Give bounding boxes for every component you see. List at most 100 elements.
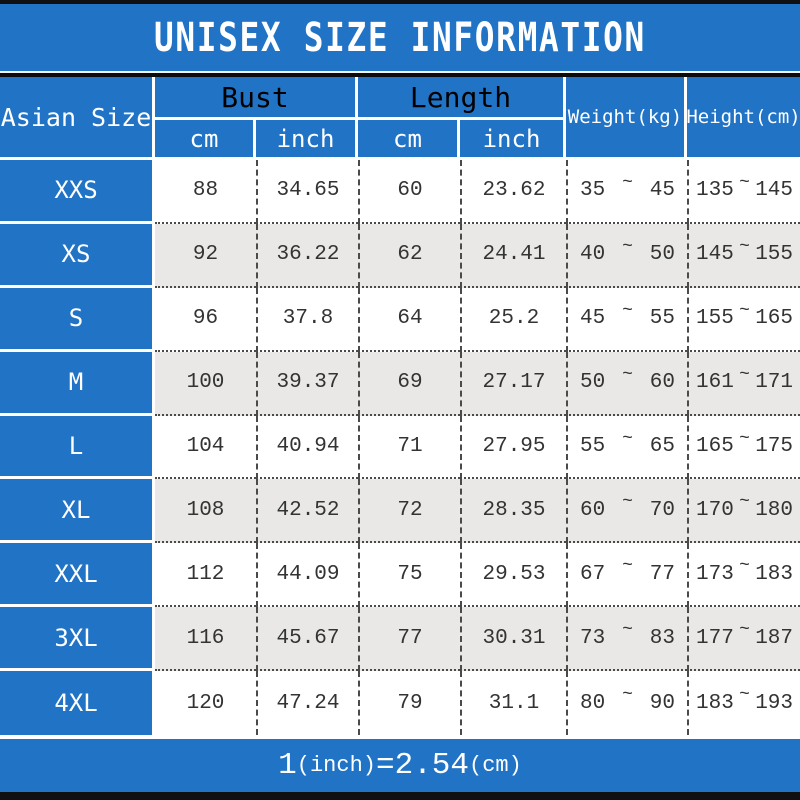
length-cm-cell: 64: [358, 287, 460, 352]
weight-range-cell: 60 ~70: [566, 479, 687, 544]
weight-range-cell: 50 ~60: [566, 351, 687, 416]
height-range-cell: 161 ~171: [687, 351, 800, 416]
length-inch-cell: 31.1: [460, 671, 566, 736]
height-min: 161: [696, 371, 734, 395]
size-label: 4XL: [0, 671, 155, 736]
size-label: M: [0, 351, 155, 416]
tilde-glyph: ~: [739, 236, 750, 257]
tilde-glyph: ~: [739, 620, 750, 641]
tilde-glyph: ~: [622, 300, 633, 321]
height-max: 193: [755, 691, 793, 715]
title-bar: UNISEX SIZE INFORMATION: [0, 4, 800, 71]
table-row-m: M 100 39.37 69 27.17 50 ~60 161 ~171: [0, 351, 800, 416]
header-height: Height(cm): [686, 77, 800, 157]
length-inch-cell: 24.41: [460, 223, 566, 288]
table-body: XXS 88 34.65 60 23.62 35 ~45 135 ~145 XS 9…: [0, 160, 800, 736]
weight-min: 55: [580, 435, 606, 458]
top-black-bar: [0, 0, 800, 4]
weight-max: 83: [649, 626, 675, 650]
size-label: XS: [0, 223, 155, 288]
length-inch-cell: 30.31: [460, 607, 566, 672]
tilde-glyph: ~: [622, 492, 633, 513]
tilde-glyph: ~: [622, 172, 633, 193]
bust-cm-cell: 116: [155, 607, 256, 672]
tilde-glyph: ~: [739, 685, 750, 706]
footer-divider: [0, 735, 800, 739]
bust-inch-cell: 34.65: [256, 160, 358, 224]
conversion-value-cm: 2.54: [394, 748, 470, 783]
header-bust-inch: inch: [276, 124, 335, 153]
length-inch-cell: 29.53: [460, 543, 566, 608]
tilde-glyph: ~: [739, 556, 750, 577]
size-label: 3XL: [0, 607, 155, 672]
length-cm-cell: 77: [358, 607, 460, 672]
height-min: 145: [696, 243, 734, 267]
length-inch-cell: 25.2: [460, 287, 566, 352]
bust-cm-cell: 112: [155, 543, 256, 608]
tilde-glyph: ~: [739, 172, 750, 193]
height-range-cell: 183 ~193: [687, 671, 800, 736]
size-label: XXS: [0, 160, 155, 224]
weight-min: 60: [580, 498, 606, 522]
weight-min: 80: [580, 691, 606, 715]
weight-min: 50: [580, 371, 606, 395]
weight-range-cell: 73 ~83: [566, 607, 687, 672]
title-divider-light: [0, 71, 800, 73]
weight-max: 90: [649, 691, 675, 715]
size-label: XL: [0, 479, 155, 544]
bust-cm-cell: 92: [155, 224, 256, 288]
bust-inch-cell: 44.09: [256, 543, 358, 608]
weight-range-cell: 80 ~90: [566, 671, 687, 736]
size-label: L: [0, 415, 155, 480]
header-group-length: Length cm inch: [358, 77, 566, 157]
weight-min: 45: [580, 307, 606, 331]
weight-max: 50: [649, 243, 675, 267]
header-length-label: Length: [358, 77, 563, 120]
height-max: 180: [755, 498, 793, 522]
tilde-glyph: ~: [739, 300, 750, 321]
header-bust-units: cm inch: [155, 120, 355, 157]
bust-cm-cell: 108: [155, 479, 256, 544]
header-length-units: cm inch: [358, 120, 563, 157]
height-range-cell: 165 ~175: [687, 415, 800, 480]
size-label: S: [0, 287, 155, 352]
height-range-cell: 170 ~180: [687, 479, 800, 544]
height-range-cell: 173 ~183: [687, 543, 800, 608]
length-cm-cell: 71: [358, 415, 460, 480]
conversion-unit-inch: (inch): [296, 753, 376, 778]
size-label: XXL: [0, 543, 155, 608]
height-min: 165: [696, 435, 734, 458]
conversion-value-inch: 1: [278, 748, 297, 783]
height-min: 183: [696, 691, 734, 715]
height-range-cell: 177 ~187: [687, 607, 800, 672]
length-inch-cell: 28.35: [460, 479, 566, 544]
bust-inch-cell: 40.94: [256, 415, 358, 480]
weight-range-cell: 45 ~55: [566, 287, 687, 352]
bust-cm-cell: 88: [155, 160, 256, 224]
height-min: 177: [696, 626, 734, 650]
height-max: 187: [755, 626, 793, 650]
bust-inch-cell: 45.67: [256, 607, 358, 672]
height-max: 183: [755, 562, 793, 586]
table-row-s: S 96 37.8 64 25.2 45 ~55 155 ~165: [0, 287, 800, 352]
bust-inch-cell: 39.37: [256, 351, 358, 416]
weight-max: 77: [649, 562, 675, 586]
header-length-inch: inch: [482, 124, 541, 153]
page-title: UNISEX SIZE INFORMATION: [154, 14, 646, 61]
bust-cm-cell: 100: [155, 352, 256, 416]
bust-inch-cell: 47.24: [256, 671, 358, 736]
weight-max: 60: [649, 371, 675, 395]
conversion-unit-cm: (cm): [469, 753, 522, 778]
length-inch-cell: 27.95: [460, 415, 566, 480]
height-range-cell: 155 ~165: [687, 287, 800, 352]
table-row-4xl: 4XL 120 47.24 79 31.1 80 ~90 183 ~193: [0, 671, 800, 736]
length-inch-cell: 23.62: [460, 160, 566, 224]
height-max: 171: [755, 371, 793, 395]
tilde-glyph: ~: [622, 236, 633, 257]
header-asian-size: Asian Size: [0, 77, 155, 157]
tilde-glyph: ~: [739, 364, 750, 385]
length-cm-cell: 60: [358, 160, 460, 224]
height-min: 170: [696, 498, 734, 522]
tilde-glyph: ~: [739, 492, 750, 513]
weight-min: 73: [580, 626, 606, 650]
